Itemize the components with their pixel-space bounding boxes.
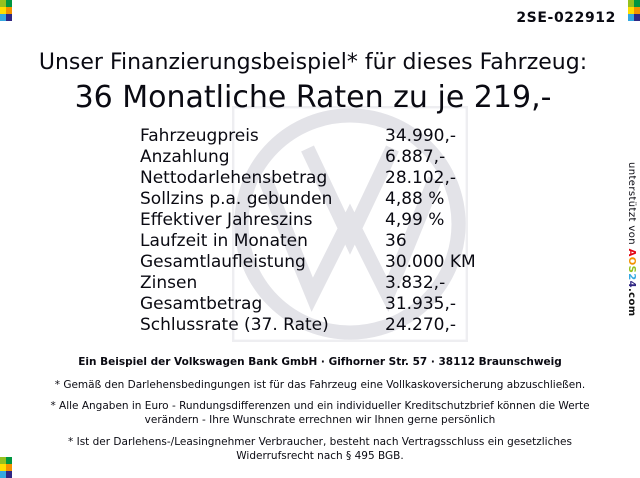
logo-pixel [628, 7, 634, 14]
finance-row: Schlussrate (37. Rate) 24.270,- [140, 315, 476, 336]
logo-pixel [0, 7, 6, 14]
logo-pixel [634, 7, 640, 14]
finance-row: Gesamtbetrag 31.935,- [140, 294, 476, 315]
logo-pixel [0, 0, 6, 7]
finance-value: 24.270,- [385, 315, 457, 335]
logo-pixel [6, 464, 12, 471]
logo-pixel [634, 0, 640, 7]
logo-pixel [6, 471, 12, 478]
aos24-brand-letter: A [626, 248, 637, 257]
logo-pixel [6, 0, 12, 7]
finance-row: Zinsen 3.832,- [140, 273, 476, 294]
title-line-1: Unser Finanzierungsbeispiel* für dieses … [38, 50, 588, 75]
vw-logo-watermark [232, 106, 468, 342]
finance-value: 31.935,- [385, 294, 457, 314]
aos24-brand-letter: O [626, 256, 637, 266]
corner-logo-bottom-left [0, 457, 12, 478]
logo-pixel [0, 471, 6, 478]
vertical-support-text: unterstützt von AOS24.com [626, 162, 637, 317]
finance-value: 30.000 KM [385, 252, 476, 272]
finance-value: 4,99 % [385, 210, 445, 230]
legal-note: * Ist der Darlehens-/Leasingnehmer Verbr… [68, 435, 572, 462]
logo-pixel [0, 14, 6, 21]
finance-value: 28.102,- [385, 168, 457, 188]
finance-value: 3.832,- [385, 273, 446, 293]
aos24-brand-letter: 4 [626, 280, 637, 288]
finance-table: Fahrzeugpreis 34.990,- Anzahlung 6.887,- Net… [140, 126, 476, 336]
footer: Ein Beispiel der Volkswagen Bank GmbH · … [0, 356, 640, 470]
logo-pixel [0, 464, 6, 471]
finance-value: 36 [385, 231, 407, 251]
aos24-brand-letter: S [626, 265, 637, 274]
finance-row: Gesamtlaufleistung 30.000 KM [140, 252, 476, 273]
finance-label: Fahrzeugpreis [140, 126, 259, 146]
corner-logo-top-left [0, 0, 12, 21]
finance-row: Effektiver Jahreszins 4,99 % [140, 210, 476, 231]
logo-pixel [6, 7, 12, 14]
finance-label: Gesamtbetrag [140, 294, 263, 314]
page-id: 2SE-022912 [516, 10, 616, 26]
finance-row: Nettodarlehensbetrag 28.102,- [140, 168, 476, 189]
corner-logo-top-right [628, 0, 640, 21]
legal-note: * Gemäß den Darlehensbedingungen ist für… [54, 379, 586, 391]
vw-logo-icon [232, 106, 468, 342]
aos24-brand-letter: .com [626, 287, 637, 317]
legal-notes: * Gemäß den Darlehensbedingungen ist für… [0, 378, 640, 463]
logo-pixel [634, 14, 640, 21]
logo-pixel [6, 457, 12, 464]
finance-value: 34.990,- [385, 126, 457, 146]
aos24-brand: AOS24.com [626, 249, 637, 317]
finance-row: Sollzins p.a. gebunden 4,88 % [140, 189, 476, 210]
finance-label: Effektiver Jahreszins [140, 210, 313, 230]
finance-label: Sollzins p.a. gebunden [140, 189, 333, 209]
finance-row: Fahrzeugpreis 34.990,- [140, 126, 476, 147]
finance-row: Laufzeit in Monaten 36 [140, 231, 476, 252]
title-line-2: 36 Monatliche Raten zu je 219,- [74, 80, 552, 115]
finance-label: Gesamtlaufleistung [140, 252, 306, 272]
logo-pixel [628, 14, 634, 21]
finance-label: Zinsen [140, 273, 198, 293]
aos24-brand-letter: 2 [626, 273, 637, 281]
logo-pixel [628, 0, 634, 7]
logo-pixel [6, 14, 12, 21]
finance-label: Laufzeit in Monaten [140, 231, 308, 251]
legal-note: * Alle Angaben in Euro - Rundungsdiffere… [50, 400, 590, 427]
finance-value: 4,88 % [385, 189, 445, 209]
finance-label: Schlussrate (37. Rate) [140, 315, 329, 335]
logo-pixel [0, 457, 6, 464]
bank-address-line: Ein Beispiel der Volkswagen Bank GmbH · … [78, 356, 562, 368]
support-prefix: unterstützt von [626, 162, 637, 249]
finance-row: Anzahlung 6.887,- [140, 147, 476, 168]
finance-label: Nettodarlehensbetrag [140, 168, 328, 188]
finance-value: 6.887,- [385, 147, 446, 167]
finance-label: Anzahlung [140, 147, 230, 167]
